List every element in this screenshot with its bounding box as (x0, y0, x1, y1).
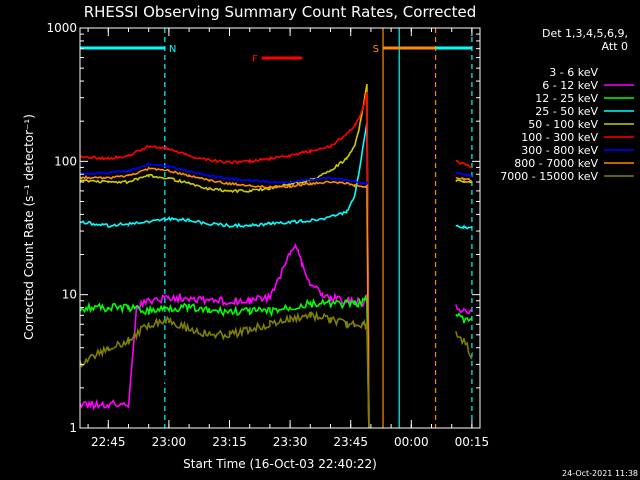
series-line-1 (79, 243, 370, 429)
legend-label-2: 12 - 25 keV (535, 92, 598, 105)
legend-label-5: 100 - 300 keV (521, 131, 598, 144)
legend-label-8: 7000 - 15000 keV (500, 170, 598, 183)
y-tick-label-1: 10 (62, 288, 77, 302)
series-line-0-after (455, 347, 473, 360)
series-line-5 (79, 91, 370, 429)
legend-label-1: 6 - 12 keV (542, 79, 598, 92)
flag-label-0: N (169, 44, 176, 55)
series-line-3 (79, 122, 370, 429)
x-tick-label-4: 23:45 (333, 435, 368, 449)
x-tick-label-2: 23:15 (212, 435, 247, 449)
series-line-2 (79, 294, 370, 429)
legend-label-0: 3 - 6 keV (549, 66, 598, 79)
y-tick-label-3: 1000 (46, 21, 77, 35)
series-line-2-after (455, 312, 473, 324)
series-line-4-after (455, 179, 473, 184)
legend-label-7: 800 - 7000 keV (514, 157, 598, 170)
y-tick-label-0: 1 (69, 421, 77, 435)
series-line-1-after (455, 304, 473, 315)
date-stamp: 24-Oct-2021 11:38 (562, 469, 638, 478)
series-line-8-after (455, 331, 473, 360)
flag-label-1: F (252, 54, 258, 65)
series-line-5-after (455, 159, 473, 169)
x-axis-label: Start Time (16-Oct-03 22:40:22) (183, 457, 377, 471)
y-axis-label: Corrected Count Rate (s⁻¹ detector⁻¹) (22, 114, 36, 340)
x-tick-label-5: 00:00 (394, 435, 429, 449)
series-line-6-after (455, 172, 472, 177)
legend-label-3: 25 - 50 keV (535, 105, 598, 118)
legend-header-1: Att 0 (602, 40, 628, 53)
series-line-8 (79, 310, 370, 429)
axes: 1 10 100 1000 22:45 23:00 23:15 23:30 23:45 00:00… (46, 21, 489, 449)
x-tick-label-0: 22:45 (91, 435, 126, 449)
series-line-7 (79, 166, 370, 429)
series-line-6 (79, 162, 370, 429)
legend-label-4: 50 - 100 keV (528, 118, 598, 131)
chart-title: RHESSI Observing Summary Count Rates, Co… (84, 3, 477, 21)
plot-frame (79, 27, 481, 429)
series-line-3-after (455, 224, 473, 230)
series-line-0 (80, 249, 370, 431)
series-line-7-after (455, 177, 472, 182)
y-tick-label-2: 100 (54, 154, 77, 168)
x-tick-label-3: 23:30 (273, 435, 308, 449)
legend-label-6: 300 - 800 keV (521, 144, 598, 157)
series-line-4 (79, 83, 370, 429)
plot-area: NFS (79, 28, 473, 431)
x-tick-label-6: 00:15 (455, 435, 490, 449)
legend-header-0: Det 1,3,4,5,6,9, (542, 27, 628, 40)
x-tick-label-1: 23:00 (152, 435, 187, 449)
flag-label-2: S (373, 44, 379, 55)
